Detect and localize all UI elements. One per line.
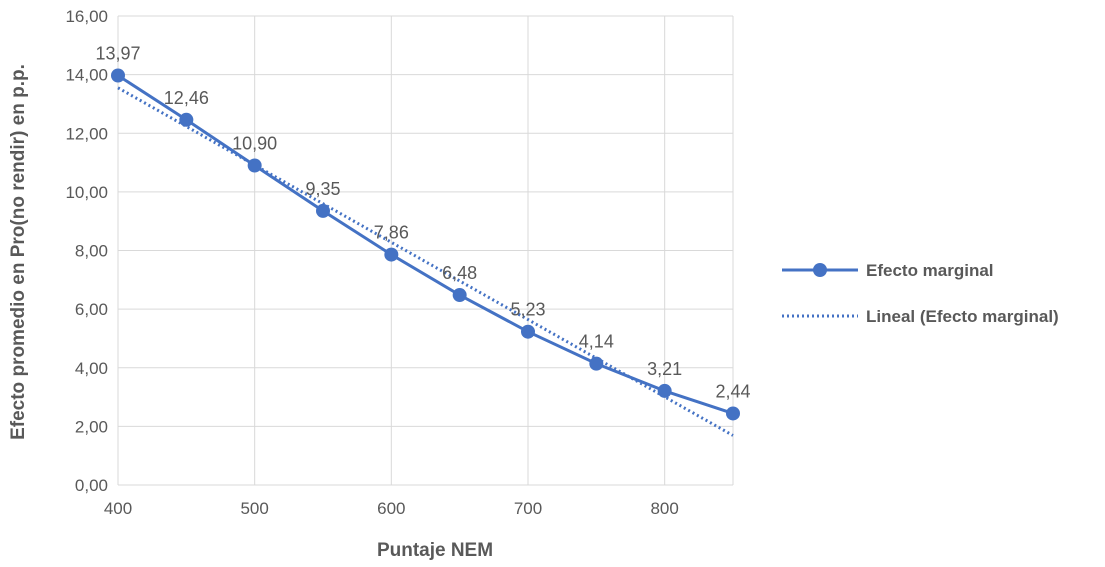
data-point — [521, 324, 535, 339]
data-label: 7,86 — [374, 223, 409, 243]
data-point — [111, 68, 125, 83]
legend: Efecto marginal Lineal (Efecto marginal) — [782, 261, 1059, 326]
data-labels: 13,97 12,46 10,90 9,35 7,86 6,48 5,23 4,14 3,21 2… — [95, 44, 750, 402]
data-point — [384, 247, 399, 262]
series — [111, 68, 740, 437]
y-tick-label: 6,00 — [75, 300, 108, 319]
x-tick-label: 800 — [650, 499, 678, 518]
legend-label-lineal: Lineal (Efecto marginal) — [866, 307, 1059, 326]
data-point — [657, 383, 672, 398]
data-label: 10,90 — [232, 133, 277, 153]
y-tick-label: 12,00 — [65, 124, 108, 143]
x-tick-label: 700 — [514, 499, 542, 518]
y-axis-title: Efecto promedio en Pro(no rendir) en p.p… — [8, 64, 29, 440]
data-label: 5,23 — [510, 300, 545, 320]
x-axis-ticks: 400 500 600 700 800 — [104, 499, 679, 518]
data-point — [179, 112, 194, 127]
data-label: 4,14 — [579, 332, 614, 352]
x-tick-label: 400 — [104, 499, 132, 518]
y-tick-label: 2,00 — [75, 417, 108, 436]
data-point — [589, 356, 604, 371]
x-axis-title: Puntaje NEM — [377, 540, 493, 561]
trendline-lineal — [117, 86, 734, 437]
y-tick-label: 10,00 — [65, 183, 108, 202]
data-label: 13,97 — [95, 44, 140, 64]
y-tick-label: 0,00 — [75, 476, 108, 495]
x-tick-label: 600 — [377, 499, 405, 518]
data-label: 12,46 — [164, 88, 209, 108]
x-tick-label: 500 — [240, 499, 268, 518]
y-tick-label: 8,00 — [75, 242, 108, 261]
y-tick-label: 16,00 — [65, 7, 108, 26]
legend-label-efecto-marginal: Efecto marginal — [866, 261, 994, 280]
data-label: 3,21 — [647, 359, 682, 379]
series-line-efecto-marginal — [117, 74, 734, 415]
grid — [117, 15, 734, 486]
data-label: 9,35 — [305, 179, 340, 199]
data-label: 6,48 — [442, 263, 477, 283]
data-point — [452, 288, 467, 303]
data-point — [247, 158, 262, 173]
y-tick-label: 4,00 — [75, 359, 108, 378]
data-point — [316, 203, 330, 218]
y-axis-ticks: 0,00 2,00 4,00 6,00 8,00 10,00 12,00 14,00 16,00 — [65, 7, 108, 495]
y-tick-label: 14,00 — [65, 66, 108, 85]
data-label: 2,44 — [715, 381, 750, 401]
legend-marker-efecto-marginal — [813, 263, 827, 277]
data-point — [726, 406, 740, 421]
